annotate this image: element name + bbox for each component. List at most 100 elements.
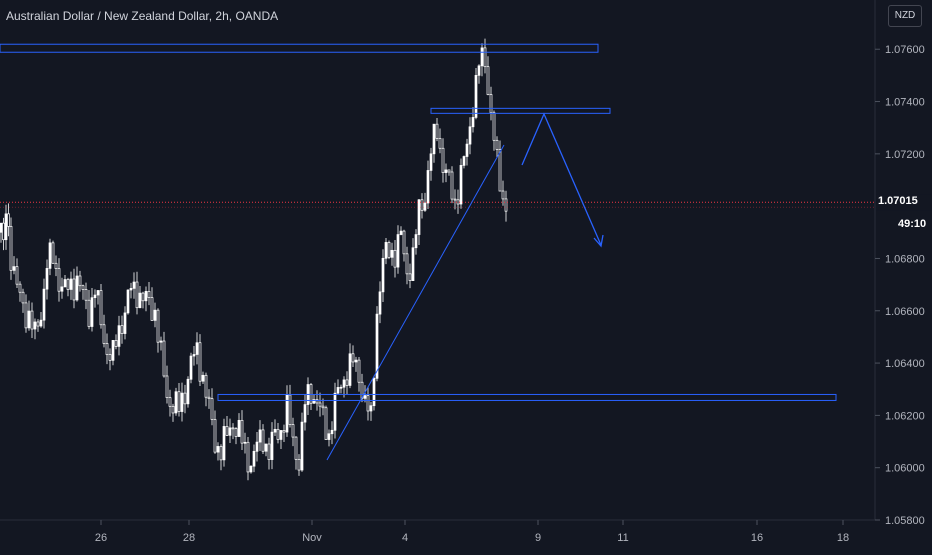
candle-body: [222, 426, 226, 461]
candle-body: [372, 377, 376, 407]
price-tick-label: 1.07600: [885, 44, 925, 56]
candle-body: [225, 426, 229, 436]
candle-body: [243, 441, 247, 444]
current-price-marker: [876, 194, 932, 211]
candle-body: [192, 354, 196, 357]
candle-body: [66, 279, 70, 290]
candle-body: [63, 279, 67, 288]
candle-body: [69, 278, 73, 290]
candle-body: [87, 299, 91, 327]
candle-body: [363, 395, 367, 399]
candle-body: [126, 289, 130, 314]
candle-body: [300, 421, 304, 471]
candle-body: [291, 424, 295, 438]
price-tick-label: 1.07200: [885, 149, 925, 161]
candle-body: [33, 321, 37, 330]
candle-body: [330, 429, 334, 435]
candle-body: [81, 285, 85, 290]
candle-body: [309, 384, 313, 404]
candle-body: [12, 266, 16, 271]
candle-body: [333, 392, 337, 431]
candle-body: [174, 391, 178, 414]
candle-body: [318, 402, 322, 407]
candle-body: [402, 230, 406, 255]
candle-body: [120, 325, 124, 334]
candle-body: [297, 459, 301, 471]
price-tick-label: 1.06400: [885, 358, 925, 370]
candle-body: [387, 242, 391, 258]
candle-body: [180, 392, 184, 412]
candle-body: [75, 275, 79, 301]
candle-body: [405, 253, 409, 275]
candle-body: [9, 226, 13, 271]
candle-body: [213, 419, 217, 453]
candle-body: [156, 309, 160, 343]
candle-body: [48, 242, 52, 269]
candle-body: [84, 289, 88, 301]
resistance-zone-mid: [430, 107, 611, 114]
candle-body: [354, 359, 358, 363]
candle-body: [471, 117, 475, 128]
candle-body: [171, 405, 175, 414]
candle-body: [327, 433, 331, 440]
candle-body: [426, 170, 430, 204]
candle-body: [129, 288, 133, 291]
candle-body: [276, 428, 280, 440]
candle-body: [441, 147, 445, 173]
candle-body: [357, 359, 361, 383]
candle-body: [108, 354, 112, 361]
candle-body: [105, 343, 109, 355]
candle-body: [210, 398, 214, 420]
price-axis: 1.07600 1.07400 1.07200 1.06800 1.06600 1.064…: [874, 0, 932, 527]
candle-body: [24, 302, 28, 329]
candle-body: [390, 249, 394, 258]
candle-body: [234, 428, 238, 437]
time-tick-label: 9: [535, 532, 541, 544]
candle-body: [456, 199, 460, 205]
candle-body: [207, 396, 211, 399]
candle-body: [189, 355, 193, 380]
candle-body: [198, 342, 202, 382]
candle-body: [78, 275, 82, 287]
candle-body: [324, 407, 328, 440]
candle-body: [150, 297, 154, 321]
candle-body: [90, 297, 94, 327]
price-tick-label: 1.07400: [885, 97, 925, 109]
candle-body: [111, 340, 115, 361]
candle-body: [294, 436, 298, 460]
candle-body: [480, 47, 484, 67]
candle-body: [93, 294, 97, 299]
time-tick-label: 28: [183, 532, 195, 544]
price-tick-label: 1.06800: [885, 253, 925, 265]
candle-body: [204, 374, 208, 398]
trendline: [326, 144, 505, 461]
candle-body: [495, 139, 499, 150]
price-tick-label: 1.06200: [885, 410, 925, 422]
candle-body: [117, 325, 121, 347]
candle-body: [417, 199, 421, 235]
candle-body: [345, 379, 349, 386]
price-tick-label: 1.06000: [885, 463, 925, 475]
price-tick-label: 1.06600: [885, 306, 925, 318]
candle-body: [447, 169, 451, 173]
time-tick-label: 16: [751, 532, 763, 544]
candle-body: [321, 405, 325, 409]
candles-group: [0, 38, 508, 481]
candle-body: [381, 257, 385, 293]
candle-body: [273, 428, 277, 433]
candle-body: [369, 405, 373, 412]
candle-body: [267, 443, 271, 460]
candle-body: [489, 94, 493, 114]
candle-body: [165, 375, 169, 398]
currency-badge[interactable]: NZD: [888, 5, 922, 27]
candle-body: [132, 281, 136, 289]
candle-body: [57, 268, 61, 292]
candle-body: [270, 431, 274, 460]
candle-body: [444, 169, 448, 173]
candle-body: [450, 171, 454, 200]
candle-body: [459, 165, 463, 205]
candle-body: [435, 123, 439, 139]
candle-body: [231, 427, 235, 430]
